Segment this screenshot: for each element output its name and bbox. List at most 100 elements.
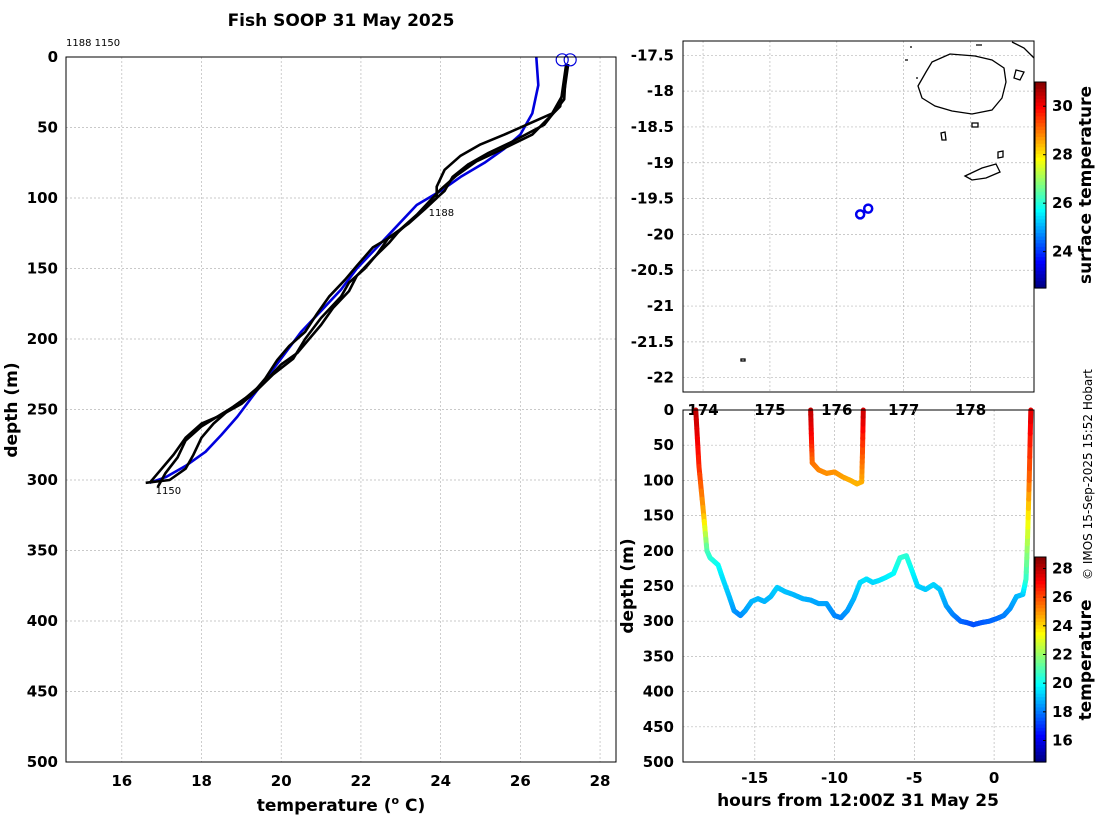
header-note: 1188 1150 bbox=[66, 38, 120, 49]
section-x-label: hours from 12:00Z 31 May 25 bbox=[717, 791, 999, 811]
coastline-islet-4 bbox=[905, 44, 982, 79]
colorbar-segment bbox=[1035, 594, 1046, 599]
colorbar-frame bbox=[1034, 556, 1047, 763]
section-tracks bbox=[693, 407, 1034, 628]
colorbar-segment bbox=[1035, 209, 1046, 214]
colorbar-segment bbox=[1035, 621, 1046, 626]
colorbar-segment bbox=[1035, 673, 1046, 678]
colorbar-segment bbox=[1035, 202, 1046, 207]
temperature-colorbar: 16 18 20 22 24 26 28 bbox=[1034, 556, 1073, 763]
colorbar-segment bbox=[1035, 222, 1046, 227]
colorbar-segment bbox=[1035, 116, 1046, 121]
colorbar-segment bbox=[1035, 82, 1046, 87]
colorbar-tick-label: 18 bbox=[1052, 703, 1073, 721]
section-x-tick-label: -15 bbox=[741, 769, 768, 787]
section-x-tick-label: -10 bbox=[821, 769, 848, 787]
colorbar-segment bbox=[1035, 195, 1046, 200]
colorbar-segment bbox=[1035, 642, 1046, 647]
colorbar-tick-label: 20 bbox=[1052, 674, 1073, 692]
colorbar-segment bbox=[1035, 700, 1046, 705]
colorbar-segment bbox=[1035, 580, 1046, 585]
colorbar-tick-label: 24 bbox=[1052, 243, 1073, 261]
colorbar-segment bbox=[1035, 662, 1046, 667]
colorbar-segment bbox=[1035, 721, 1046, 726]
map-points bbox=[854, 203, 874, 220]
colorbar-segment bbox=[1035, 703, 1046, 708]
colorbar-segment bbox=[1035, 632, 1046, 637]
profile-x-tick-label: 22 bbox=[350, 772, 371, 790]
profile-grid bbox=[66, 56, 616, 763]
colorbar-segment bbox=[1035, 140, 1046, 145]
colorbar-tick-label: 28 bbox=[1052, 559, 1073, 577]
profile-line bbox=[145, 63, 568, 485]
map-grid bbox=[683, 41, 1034, 392]
colorbar-segment bbox=[1035, 92, 1046, 97]
profile-y-tick-label: 250 bbox=[27, 401, 58, 419]
section-tick-labels: -15 -10 -5 0 0 50 100 150 200 250 300 350 400 450 500 bbox=[643, 401, 1000, 787]
profile-line bbox=[156, 63, 568, 488]
profile-y-tick-label: 300 bbox=[27, 471, 58, 489]
colorbar-segment bbox=[1035, 126, 1046, 131]
coastline-islet-3 bbox=[740, 358, 746, 362]
coastline-main-island bbox=[917, 53, 1007, 115]
profile-x-tick-label: 16 bbox=[111, 772, 132, 790]
colorbar-segment bbox=[1035, 683, 1046, 688]
colorbar-segment bbox=[1035, 205, 1046, 210]
profile-axes-box bbox=[65, 56, 617, 763]
colorbar-segment bbox=[1035, 744, 1046, 749]
profile-y-tick-label: 350 bbox=[27, 542, 58, 560]
section-y-tick-label: 250 bbox=[643, 577, 674, 595]
map-lat-tick-label: -20 bbox=[647, 225, 674, 243]
colorbar-segment bbox=[1035, 281, 1046, 286]
profile-y-tick-label: 400 bbox=[27, 612, 58, 630]
colorbar-segment bbox=[1035, 136, 1046, 141]
colorbar-segment bbox=[1035, 284, 1046, 289]
temperature-colorbar-label: temperature bbox=[1076, 599, 1096, 720]
colorbar-segment bbox=[1035, 604, 1046, 609]
colorbar-segment bbox=[1035, 625, 1046, 630]
colorbar-segment bbox=[1035, 243, 1046, 248]
colorbar-segment bbox=[1035, 226, 1046, 231]
colorbar-segment bbox=[1035, 164, 1046, 169]
colorbar-tick-label: 24 bbox=[1052, 617, 1073, 635]
colorbar-segment bbox=[1035, 727, 1046, 732]
colorbar-segment bbox=[1035, 167, 1046, 172]
profile-tick-labels: 16 18 20 22 24 26 28 0 50 100 150 200 250 300 350 400 45… bbox=[27, 48, 611, 790]
colorbar-segment bbox=[1035, 587, 1046, 592]
colorbar-segment bbox=[1035, 267, 1046, 272]
colorbar-segment bbox=[1035, 680, 1046, 685]
colorbar-segment bbox=[1035, 102, 1046, 107]
colorbar-tick-label: 28 bbox=[1052, 146, 1073, 164]
section-y-tick-label: 450 bbox=[643, 718, 674, 736]
colorbar-segment bbox=[1035, 112, 1046, 117]
section-chart: -15 -10 -5 0050100150200250300350400450500 … bbox=[618, 401, 1096, 811]
section-y-tick-label: 100 bbox=[643, 471, 674, 489]
colorbar-segment bbox=[1035, 257, 1046, 262]
profile-id-label: 1188 bbox=[429, 208, 454, 219]
colorbar-segment bbox=[1035, 652, 1046, 657]
profile-labels: 1188 1150 bbox=[156, 208, 454, 497]
colorbar-segment bbox=[1035, 563, 1046, 568]
map-lat-tick-label: -20.5 bbox=[631, 261, 674, 279]
coastlines bbox=[740, 41, 1035, 362]
surface-temperature-colorbar: 24 26 28 30 bbox=[1034, 81, 1073, 289]
colorbar-segment bbox=[1035, 250, 1046, 255]
colorbar-segment bbox=[1035, 584, 1046, 589]
colorbar-segment bbox=[1035, 147, 1046, 152]
profile-x-tick-label: 28 bbox=[590, 772, 611, 790]
colorbar-segment bbox=[1035, 577, 1046, 582]
profile-y-tick-label: 450 bbox=[27, 683, 58, 701]
colorbar-segment bbox=[1035, 174, 1046, 179]
colorbar-segment bbox=[1035, 88, 1046, 93]
colorbar-segment bbox=[1035, 734, 1046, 739]
colorbar-segment bbox=[1035, 185, 1046, 190]
colorbar-segment bbox=[1035, 109, 1046, 114]
colorbar-segment bbox=[1035, 639, 1046, 644]
colorbar-segment bbox=[1035, 751, 1046, 756]
profile-series bbox=[145, 56, 570, 488]
map-position-marker bbox=[862, 203, 874, 214]
coastline-islet-2 bbox=[997, 150, 1004, 159]
colorbar-segment bbox=[1035, 611, 1046, 616]
profile-y-tick-label: 200 bbox=[27, 330, 58, 348]
profile-y-tick-label: 100 bbox=[27, 189, 58, 207]
